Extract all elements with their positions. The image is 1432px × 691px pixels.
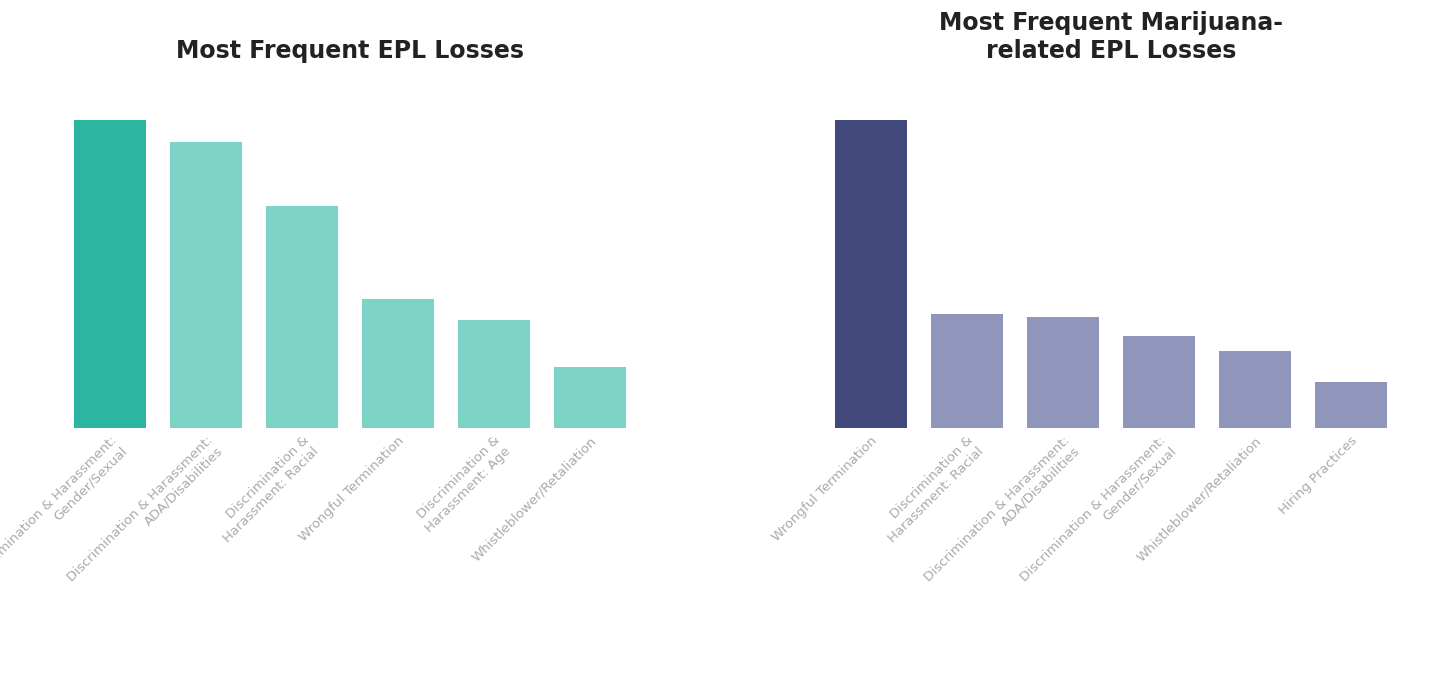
- Bar: [1027, 317, 1098, 428]
- Bar: [458, 321, 530, 428]
- Bar: [835, 120, 906, 428]
- Title: Most Frequent EPL Losses: Most Frequent EPL Losses: [176, 39, 524, 63]
- Bar: [931, 314, 1002, 428]
- Bar: [170, 142, 242, 428]
- Bar: [74, 120, 146, 428]
- Title: Most Frequent Marijuana-
related EPL Losses: Most Frequent Marijuana- related EPL Los…: [939, 11, 1283, 63]
- Bar: [362, 299, 434, 428]
- Bar: [1219, 351, 1290, 428]
- Bar: [554, 367, 626, 428]
- Bar: [1315, 382, 1386, 428]
- Bar: [266, 207, 338, 428]
- Bar: [1123, 336, 1194, 428]
